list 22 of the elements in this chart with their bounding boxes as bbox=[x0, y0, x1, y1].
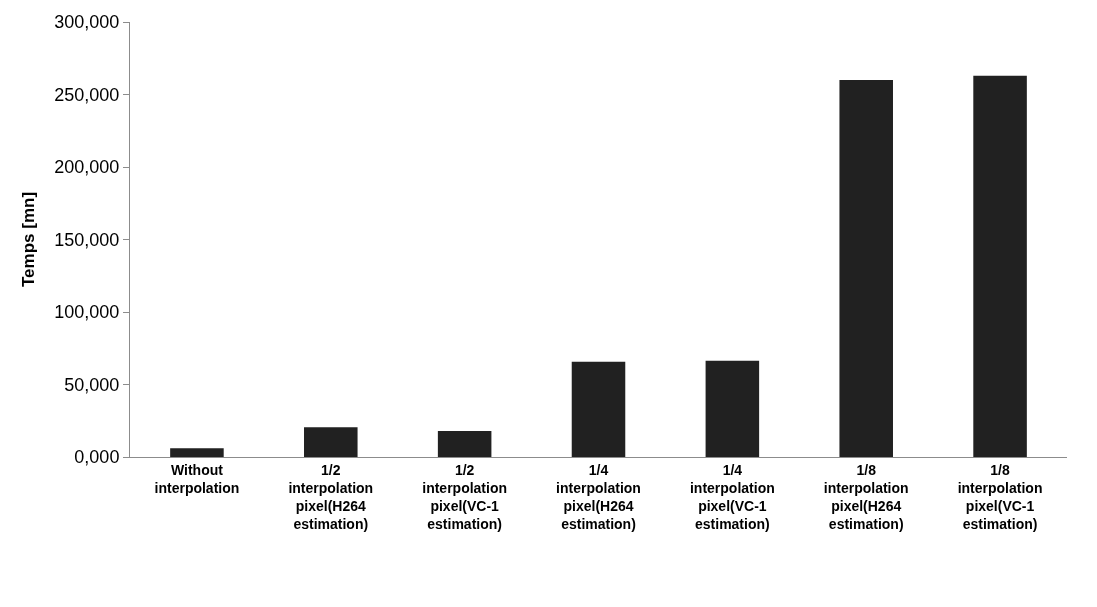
bar bbox=[304, 427, 358, 457]
bar bbox=[170, 448, 224, 457]
bar bbox=[571, 361, 626, 457]
bar bbox=[973, 75, 1027, 457]
y-tick-label: 100,000 bbox=[54, 302, 120, 323]
x-tick-label: 1/4 interpolation pixel(H264 estimation) bbox=[556, 461, 641, 533]
x-tick-label: 1/8 interpolation pixel(VC-1 estimation) bbox=[957, 461, 1043, 533]
y-tick-label: 50,000 bbox=[64, 374, 120, 395]
x-tick-label: 1/4 interpolation pixel(VC-1 estimation) bbox=[689, 461, 775, 533]
x-tick-label: 1/8 interpolation pixel(H264 estimation) bbox=[823, 461, 909, 533]
y-tick-label: 200,000 bbox=[54, 157, 120, 178]
x-tick-label: 1/2 interpolation pixel(VC-1 estimation) bbox=[422, 461, 508, 533]
bar bbox=[705, 360, 760, 457]
y-tick-label: 250,000 bbox=[54, 84, 120, 105]
y-tick-label: 0,000 bbox=[74, 447, 120, 468]
y-tick-label: 300,000 bbox=[54, 12, 120, 33]
bar bbox=[437, 430, 492, 457]
y-axis-title: Temps [mn] bbox=[18, 191, 38, 288]
bar bbox=[839, 80, 893, 457]
x-tick-label: 1/2 interpolation pixel(H264 estimation) bbox=[288, 461, 374, 533]
y-tick-label: 150,000 bbox=[54, 229, 120, 250]
x-tick-label: Without interpolation bbox=[154, 461, 240, 496]
